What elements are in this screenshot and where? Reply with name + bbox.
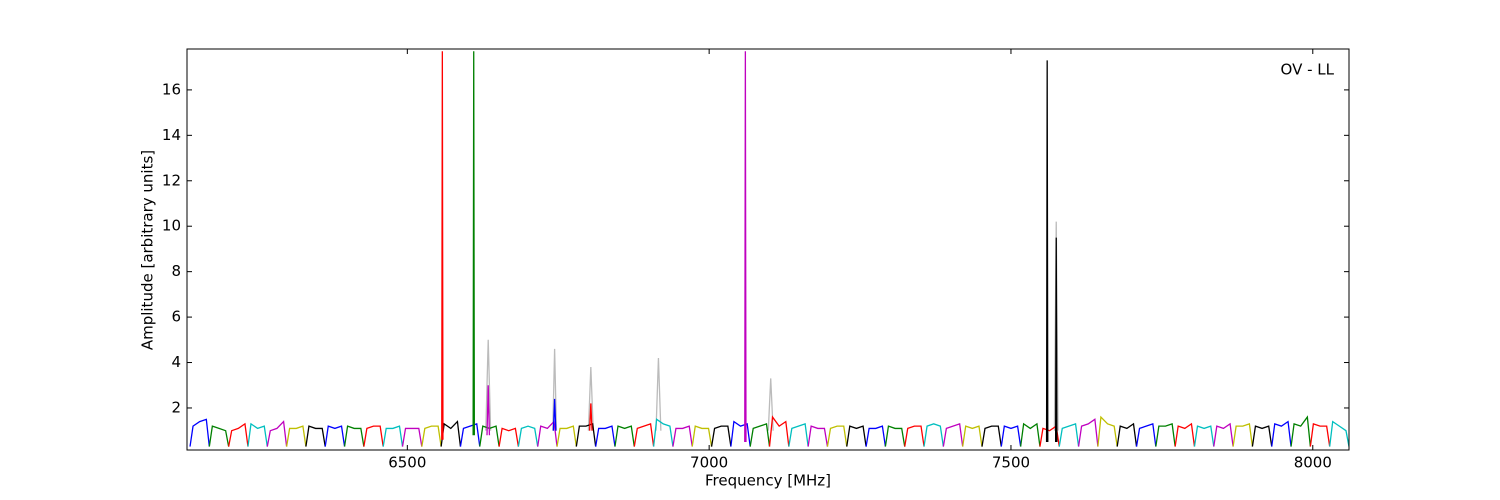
spectrum-line	[266, 420, 288, 447]
spectrum-line	[744, 51, 747, 443]
spectrum-line	[537, 420, 558, 447]
spectrum-line	[421, 425, 442, 447]
spectrum-line	[324, 425, 346, 447]
annotation: OV - LL	[1281, 61, 1335, 79]
spectrum-line	[652, 418, 674, 447]
spectrum-line	[1077, 418, 1099, 447]
spectrum-line	[228, 422, 249, 447]
y-tick-label: 6	[171, 308, 181, 326]
y-tick-label: 2	[171, 398, 181, 416]
spectrum-line	[1329, 420, 1349, 447]
spectrum-line	[459, 423, 481, 447]
spectrum-line	[672, 425, 693, 447]
spectrum-line	[884, 425, 906, 447]
spectrum-line	[962, 425, 983, 447]
spectrum-line	[285, 425, 307, 447]
spectrum-line	[552, 348, 558, 431]
spectrum-line	[691, 425, 713, 447]
spectrum-line	[556, 425, 577, 447]
spectrum-line	[767, 378, 774, 431]
spectrum-line	[1054, 237, 1058, 443]
x-tick-label: 7000	[690, 454, 728, 472]
spectrum-line	[614, 425, 635, 447]
spectrum-line	[1251, 425, 1273, 447]
spectrum-line	[1000, 425, 1022, 447]
spectrum-line	[588, 403, 593, 431]
x-tick-label: 6500	[388, 454, 426, 472]
x-tick-label: 7500	[992, 454, 1030, 472]
spectrum-line	[363, 425, 384, 447]
spectrum-line	[1213, 422, 1234, 447]
spectrum-line	[807, 425, 829, 447]
spectrum-line	[768, 415, 790, 447]
spectrum-line	[749, 423, 771, 447]
spectrum-line	[1155, 423, 1176, 447]
spectrum-line	[981, 425, 1002, 447]
spectrum-line	[1135, 423, 1157, 447]
y-tick-label: 16	[162, 80, 181, 98]
spectrum-line	[1193, 425, 1215, 447]
spectrum-line	[1045, 60, 1049, 443]
spectrum-line	[730, 420, 751, 447]
spectrum-line	[1290, 415, 1312, 447]
spectrum-line	[865, 425, 887, 447]
spectrum-line	[486, 385, 491, 436]
spectrum-line	[942, 423, 964, 447]
axes-frame	[186, 48, 1350, 451]
spectrum-line	[826, 425, 848, 447]
plot-area	[189, 51, 1349, 447]
spectrum-line	[485, 339, 492, 431]
spectrum-line	[1058, 423, 1080, 447]
y-axis-label: Amplitude [arbitrary units]	[139, 150, 157, 350]
spectrum-line	[305, 425, 326, 447]
spectrum-line	[401, 427, 423, 447]
spectrum-line	[923, 423, 944, 447]
spectrum-line	[595, 425, 616, 447]
spectrum-line	[472, 51, 475, 436]
spectrum-line	[1019, 422, 1041, 447]
spectrum-line	[655, 357, 662, 431]
spectrum-line	[710, 425, 732, 447]
spectrum-line	[1309, 423, 1331, 447]
spectrum-line	[575, 423, 597, 447]
y-tick-label: 12	[162, 171, 181, 189]
spectrum-line	[788, 423, 809, 447]
spectrum-line	[552, 398, 557, 431]
spectrum-line	[633, 423, 655, 447]
spectrum-line	[382, 425, 404, 447]
spectrum-line	[1271, 420, 1292, 447]
spectrum-line	[1174, 422, 1196, 447]
x-tick-label: 8000	[1294, 454, 1332, 472]
spectrum-line	[517, 425, 539, 447]
spectrum-line	[904, 425, 925, 447]
spectrum-line	[498, 427, 520, 447]
y-tick-label: 4	[171, 353, 181, 371]
spectrum-line	[440, 420, 462, 447]
spectrum-line	[1232, 423, 1254, 447]
spectrum-line	[1116, 422, 1138, 447]
spectrum-line	[189, 418, 210, 447]
spectrum-line	[343, 425, 365, 447]
spectrum-line	[1053, 221, 1059, 431]
spectrum-line	[441, 51, 444, 440]
spectrum-line	[587, 367, 594, 431]
y-tick-label: 8	[171, 262, 181, 280]
spectrum-line	[247, 422, 268, 447]
spectrum-line	[208, 425, 230, 447]
y-tick-label: 10	[162, 217, 181, 235]
spectrum-line	[1097, 415, 1118, 447]
spectrum-line	[846, 425, 867, 447]
y-tick-label: 14	[162, 126, 181, 144]
x-axis-label: Frequency [MHz]	[705, 472, 831, 490]
